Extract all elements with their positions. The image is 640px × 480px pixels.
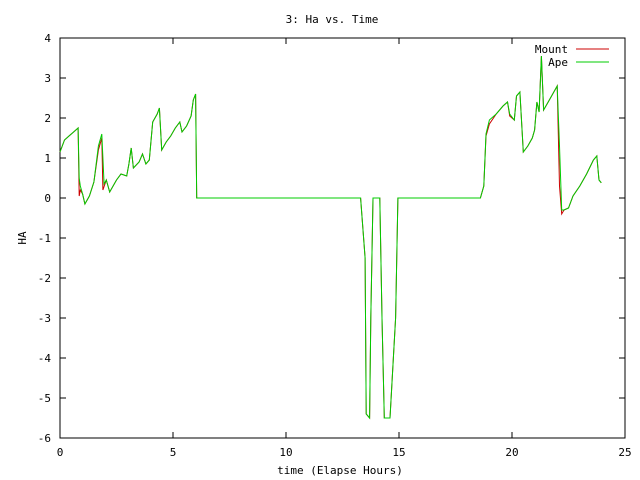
y-tick-label: 4 <box>44 32 51 45</box>
legend-label: Mount <box>535 43 568 56</box>
y-tick-label: 0 <box>44 192 51 205</box>
x-tick-label: 20 <box>505 446 518 459</box>
y-tick-label: 2 <box>44 112 51 125</box>
x-tick-label: 10 <box>279 446 292 459</box>
y-tick-label: -5 <box>38 392 51 405</box>
y-tick-label: -4 <box>38 352 52 365</box>
chart-title: 3: Ha vs. Time <box>286 13 379 26</box>
x-axis-label: time (Elapse Hours) <box>277 464 403 477</box>
y-tick-label: -3 <box>38 312 51 325</box>
x-tick-label: 5 <box>170 446 177 459</box>
legend-label: Ape <box>548 56 568 69</box>
series-line-ape <box>59 55 602 420</box>
y-tick-label: 3 <box>44 72 51 85</box>
y-tick-label: 1 <box>44 152 51 165</box>
y-tick-label: -6 <box>38 432 51 445</box>
y-axis-label: HA <box>16 231 29 245</box>
y-tick-label: -1 <box>38 232 51 245</box>
series-layer <box>59 55 602 420</box>
y-axis: -6 -5 -4 -3 -2 -1 0 1 2 3 4 <box>38 32 625 445</box>
x-tick-label: 25 <box>618 446 631 459</box>
x-tick-label: 15 <box>392 446 405 459</box>
series-line-mount <box>59 55 602 420</box>
x-tick-label: 0 <box>57 446 64 459</box>
x-axis: 0 5 10 15 20 25 <box>57 38 632 459</box>
y-tick-label: -2 <box>38 272 51 285</box>
plot-frame <box>59 37 626 439</box>
